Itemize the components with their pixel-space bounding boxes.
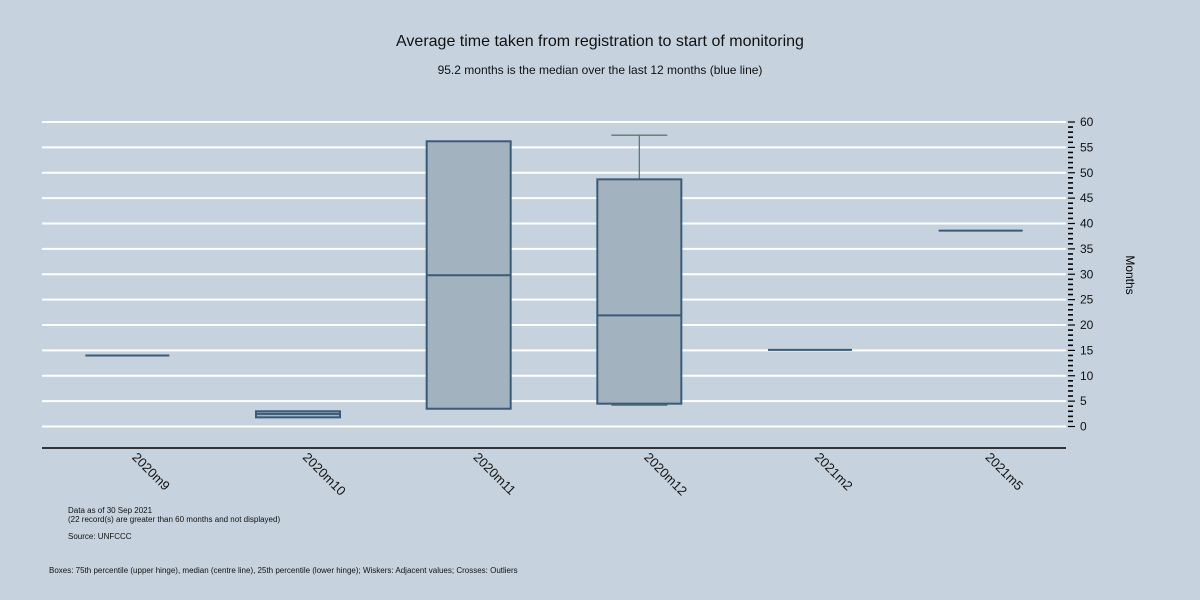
chart-subtitle: 95.2 months is the median over the last … [437,63,763,77]
boxes [85,134,1023,419]
x-tick-label: 2021m5 [983,450,1027,494]
x-tick-label: 2020m11 [471,450,519,498]
x-tick-label: 2020m9 [129,450,173,494]
y-tick-label: 45 [1080,191,1094,205]
y-tick-label: 15 [1080,343,1094,357]
y-tick-label: 60 [1080,115,1094,129]
x-tick-label: 2020m10 [300,450,349,499]
x-tick-label: 2020m12 [641,450,690,499]
y-tick-label: 30 [1080,267,1094,281]
y-tick-label: 0 [1080,420,1087,434]
data-as-of-note: Data as of 30 Sep 2021 [68,506,153,515]
box [596,178,683,405]
y-tick-label: 25 [1080,293,1094,307]
y-tick-label: 10 [1080,369,1094,383]
records-note: (22 record(s) are greater than 60 months… [68,515,281,524]
gridlines [42,121,1066,428]
chart-title: Average time taken from registration to … [396,33,804,50]
legend-note: Boxes: 75th percentile (upper hinge), me… [49,566,518,575]
y-tick-label: 40 [1080,217,1094,231]
source-note: Source: UNFCCC [68,532,132,541]
y-axis-label: Months [1123,255,1137,294]
y-tick-label: 35 [1080,242,1094,256]
x-tick-label: 2021m2 [812,450,856,494]
y-tick-label: 50 [1080,166,1094,180]
y-tick-label: 5 [1080,394,1087,408]
y-tick-label: 55 [1080,140,1094,154]
y-tick-label: 20 [1080,318,1094,332]
